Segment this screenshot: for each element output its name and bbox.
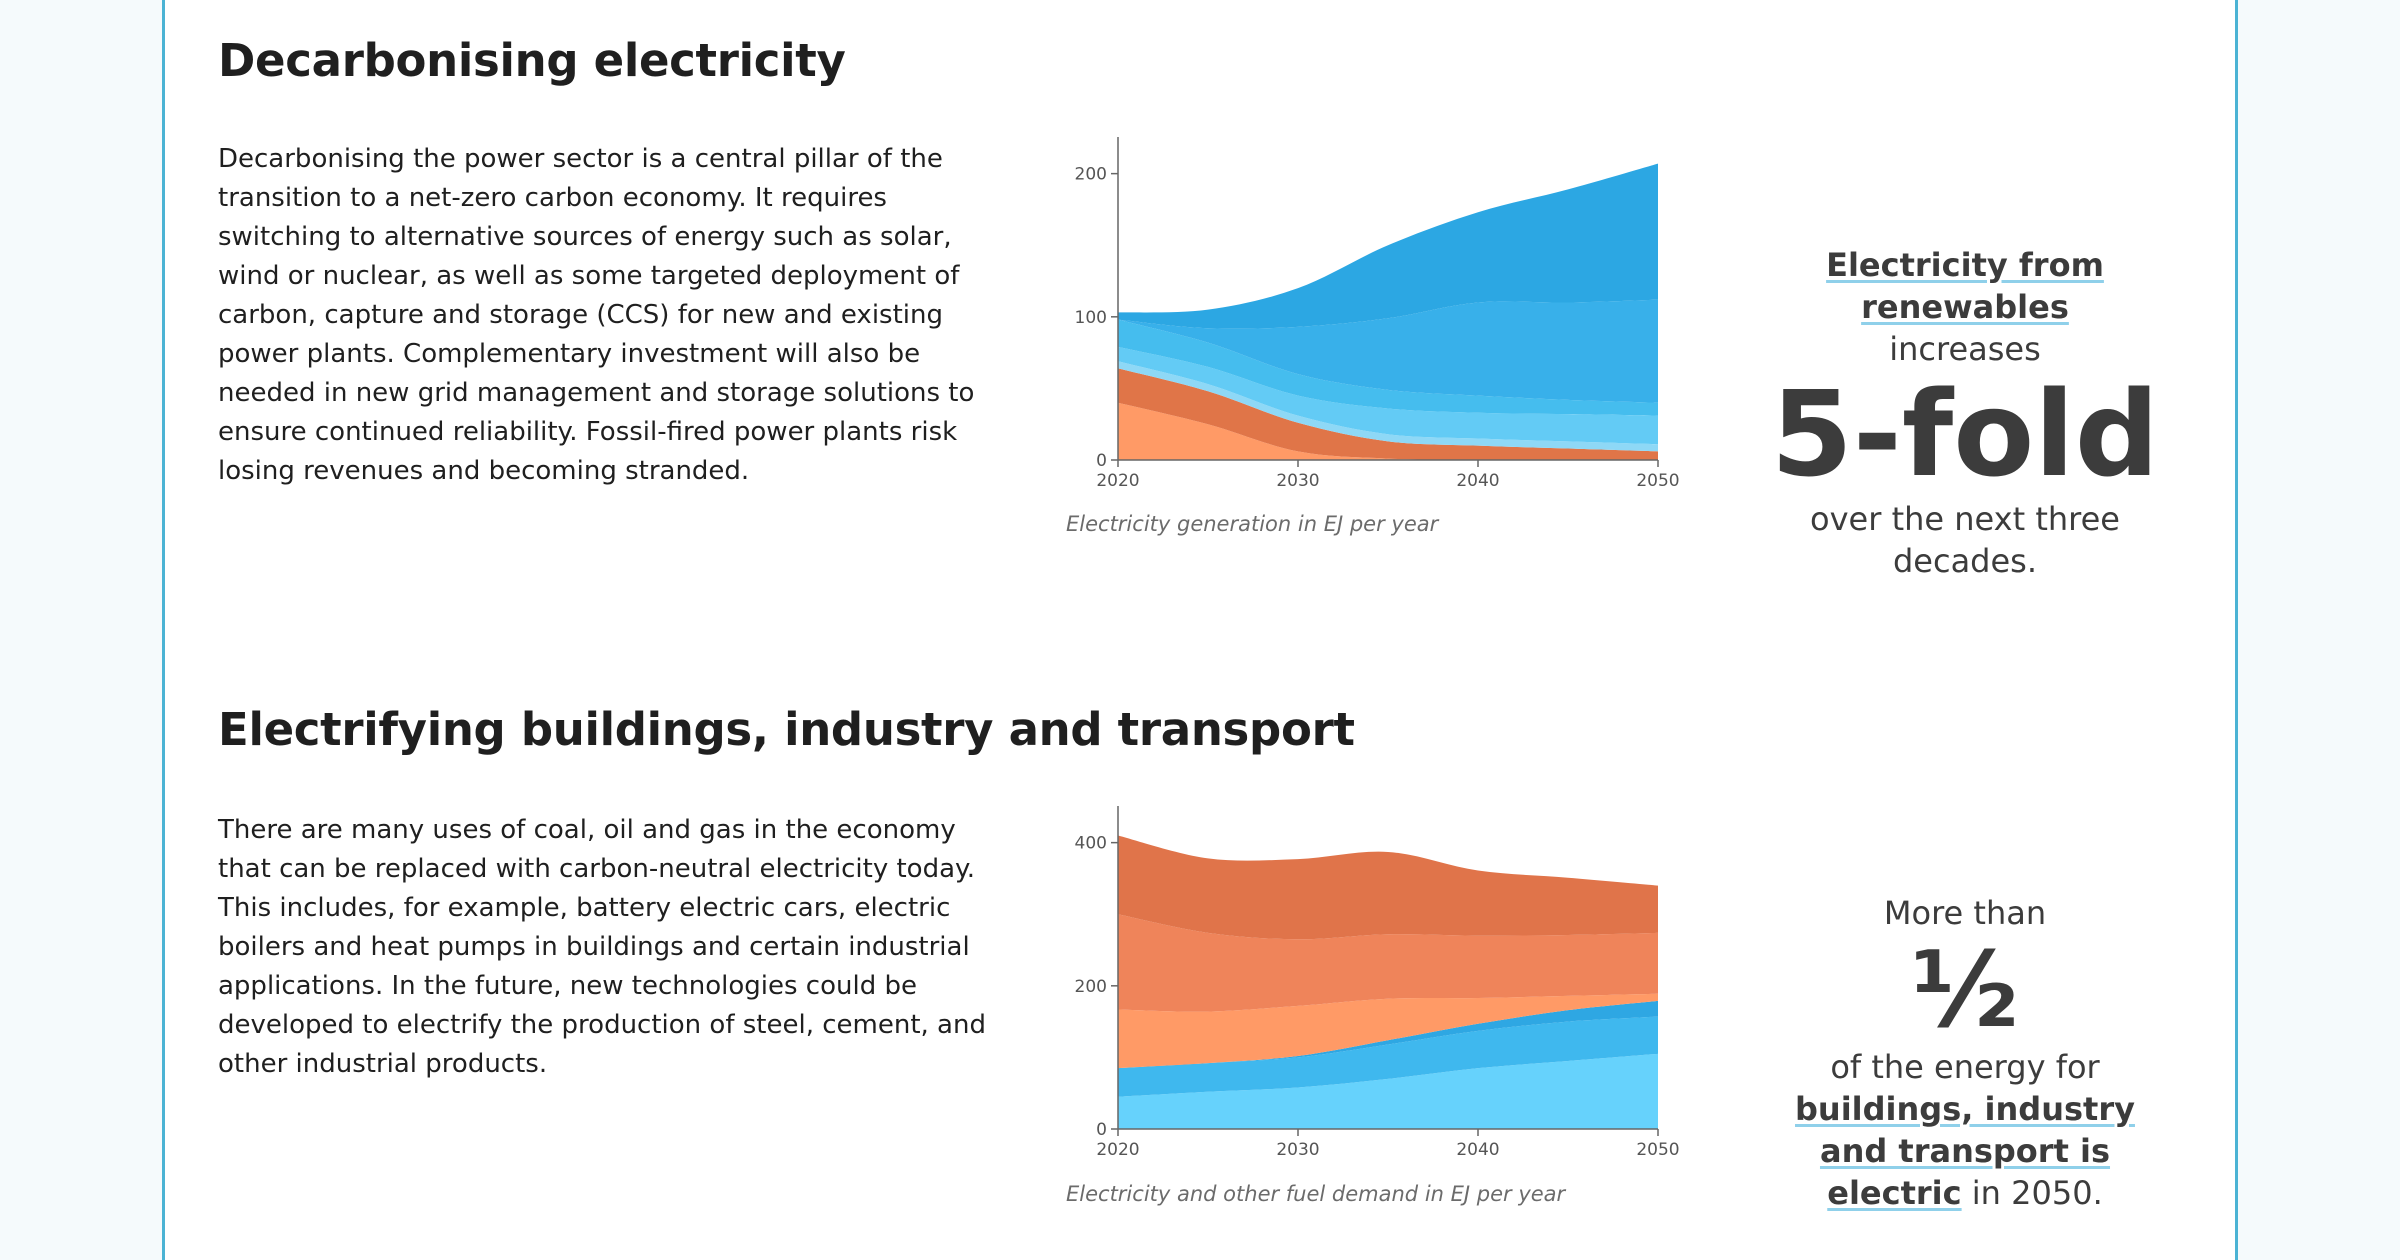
stat-more-than: More than: [1883, 894, 2047, 932]
generation-area-series-2: [1118, 368, 1658, 461]
electricity-generation-chart: 0 100 200 2020 2030 2040 2050: [1075, 137, 1680, 491]
demand-area-series-1: [1118, 1053, 1658, 1129]
stat-three-decades: over the next three decades.: [1810, 500, 2120, 580]
section-title-decarbonising: Decarbonising electricity: [218, 34, 846, 87]
stat-electric-share: More than ½ of the energy for buildings,…: [1740, 892, 2190, 1214]
generation-x-tick-label-2040: 2040: [1456, 471, 1499, 491]
stat-highlight-line: Electricity from renewables: [1740, 244, 2190, 328]
stat-highlight-link[interactable]: Electricity from renewables: [1826, 246, 2104, 326]
generation-area-series-7: [1118, 163, 1658, 329]
stat-text-part1: of the energy for: [1830, 1048, 2100, 1086]
demand-area-series-3: [1118, 1000, 1658, 1069]
stat-increases: increases: [1889, 330, 2041, 368]
chart-caption-demand: Electricity and other fuel demand in EJ …: [1066, 1182, 1566, 1206]
generation-x-tick-label-2050: 2050: [1636, 471, 1679, 491]
demand-area-series-5: [1118, 914, 1658, 1012]
generation-x-tick-label-2020: 2020: [1096, 471, 1139, 491]
demand-y-tick-label-400: 400: [1075, 834, 1107, 854]
chart-caption-generation: Electricity generation in EJ per year: [1066, 512, 1439, 536]
stat-half: ½: [1911, 929, 2019, 1051]
stat-highlight-link[interactable]: buildings, industry and transport is ele…: [1795, 1090, 2135, 1212]
demand-area-series-6: [1118, 835, 1658, 940]
stat-renewables: Electricity from renewables increases 5-…: [1740, 244, 2190, 582]
generation-y-tick-label-200: 200: [1075, 165, 1107, 185]
fuel-demand-chart: 0 200 400 2020 2030 2040 2050: [1075, 806, 1680, 1160]
stat-energy-sentence: of the energy for buildings, industry an…: [1740, 1046, 2190, 1214]
demand-x-tick-label-2040: 2040: [1456, 1140, 1499, 1160]
generation-y-tick-label-100: 100: [1075, 308, 1107, 328]
generation-area-series-4: [1118, 346, 1658, 445]
generation-area-series-5: [1118, 319, 1658, 416]
stat-five-fold: 5-fold: [1770, 365, 2160, 503]
generation-y-tick-label-0: 0: [1096, 451, 1107, 471]
generation-area-series-1: [1118, 402, 1658, 461]
section-paragraph-electrifying: There are many uses of coal, oil and gas…: [218, 815, 986, 1079]
section-paragraph-decarbonising: Decarbonising the power sector is a cent…: [218, 144, 975, 486]
demand-x-tick-label-2050: 2050: [1636, 1140, 1679, 1160]
generation-x-tick-label-2030: 2030: [1276, 471, 1319, 491]
demand-x-tick-label-2030: 2030: [1276, 1140, 1319, 1160]
demand-y-tick-label-200: 200: [1075, 977, 1107, 997]
demand-area-series-2: [1118, 1016, 1658, 1097]
section-title-electrifying: Electrifying buildings, industry and tra…: [218, 703, 1355, 756]
demand-area-series-4: [1118, 993, 1658, 1069]
demand-x-tick-label-2020: 2020: [1096, 1140, 1139, 1160]
stat-text-part2: in 2050.: [1961, 1174, 2103, 1212]
generation-area-series-6: [1118, 299, 1658, 403]
demand-y-tick-label-0: 0: [1096, 1120, 1107, 1140]
